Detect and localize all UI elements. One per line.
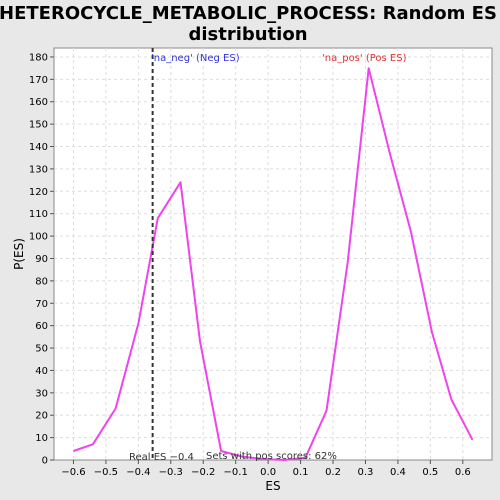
x-tick-label: 0.5 [422,467,438,478]
x-tick-label: 0.1 [293,467,309,478]
real-es-label: Real ES −0.4 [129,452,194,463]
y-tick-label: 40 [35,366,48,377]
y-tick-label: 120 [29,187,48,198]
x-axis-label: ES [265,479,280,493]
neg-es-label: 'na_neg' (Neg ES) [151,53,240,64]
annotations: 'na_neg' (Neg ES) 'na_pos' (Pos ES) Real E… [129,48,407,463]
chart-title-line-1: HETEROCYCLE_METABOLIC_PROCESS: Random ES [0,3,497,24]
y-tick-label: 160 [29,97,48,108]
chart-title-line-2: distribution [188,24,307,45]
y-tick-label: 50 [35,344,48,355]
x-tick-label: −0.3 [159,467,183,478]
axes: 0 10 20 30 40 50 60 70 80 90 100 110 120 130 140 150 160… [29,52,471,478]
x-tick-label: −0.6 [61,467,85,478]
x-tick-label: −0.1 [224,467,248,478]
series-layer [73,67,474,461]
x-tick-label: 0.3 [358,467,374,478]
y-tick-label: 100 [29,232,48,243]
x-tick-label: 0.4 [390,467,406,478]
pos-es-label: 'na_pos' (Pos ES) [322,53,407,64]
y-tick-label: 10 [35,433,48,444]
y-tick-label: 60 [35,321,48,332]
y-tick-label: 180 [29,52,48,63]
x-tick-label: −0.5 [94,467,118,478]
y-tick-label: 90 [35,254,48,265]
x-tick-label: −0.2 [191,467,215,478]
x-tick-label: 0.6 [455,467,471,478]
x-tick-label: 0.2 [325,467,341,478]
y-tick-label: 30 [35,388,48,399]
y-tick-label: 170 [29,75,48,86]
y-tick-label: 0 [42,456,48,467]
y-tick-label: 150 [29,120,48,131]
y-tick-label: 70 [35,299,48,310]
x-tick-label: −0.4 [126,467,150,478]
sets-pos-scores-label: Sets with pos scores: 62% [206,451,337,462]
y-tick-label: 80 [35,276,48,287]
x-tick-label: 0.0 [260,467,276,478]
y-tick-label: 20 [35,411,48,422]
y-tick-label: 110 [29,209,48,220]
y-tick-label: 140 [29,142,48,153]
y-axis-label: P(ES) [12,238,26,270]
density-line-series-0 [73,67,474,461]
y-tick-label: 130 [29,164,48,175]
grid [54,48,492,460]
plot-area [53,47,493,461]
